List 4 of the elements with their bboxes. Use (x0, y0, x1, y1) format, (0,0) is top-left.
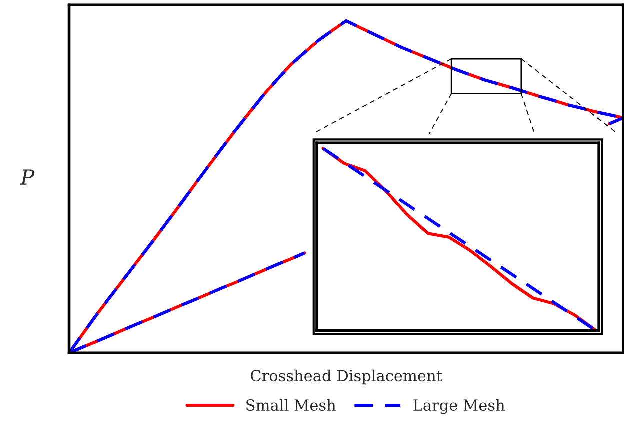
legend-label: Large Mesh (414, 399, 505, 414)
x-axis-title: Crosshead Displacement (251, 370, 442, 385)
y-axis-title: P (20, 170, 35, 185)
legend-label: Small Mesh (246, 399, 336, 412)
